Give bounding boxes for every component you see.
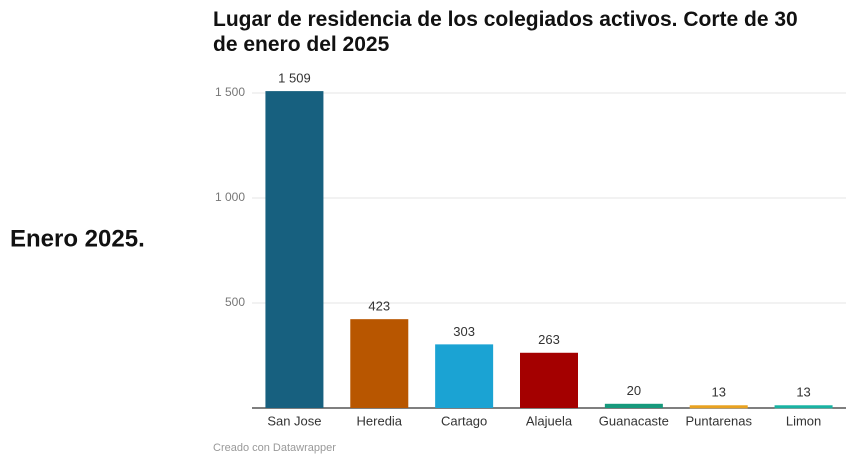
value-label: 13 [711, 385, 725, 400]
bar [435, 344, 494, 408]
x-tick-label: Guanacaste [599, 413, 669, 428]
x-tick-label: Cartago [441, 413, 487, 428]
chart-title: Lugar de residencia de los colegiados ac… [213, 8, 798, 56]
value-label: 303 [453, 324, 475, 339]
bar [689, 405, 748, 409]
x-tick-label: Heredia [357, 413, 403, 428]
value-label: 423 [368, 299, 390, 314]
bar [350, 319, 409, 408]
footer: Creado con Datawrapper [213, 442, 336, 454]
y-tick-label: 1 500 [215, 85, 245, 99]
value-label: 20 [627, 383, 641, 398]
x-tick-label: Limon [786, 413, 821, 428]
x-tick-label: Alajuela [526, 413, 573, 428]
side-label: Enero 2025. [10, 225, 145, 252]
x-tick-label: San Jose [267, 413, 321, 428]
bar [604, 403, 663, 408]
value-label: 13 [796, 385, 810, 400]
y-tick-label: 500 [225, 295, 245, 309]
y-tick-label: 1 000 [215, 190, 245, 204]
bar [520, 352, 578, 408]
x-tick-label: Puntarenas [685, 413, 752, 428]
value-label: 1 509 [278, 71, 311, 86]
bar [265, 91, 324, 409]
bar [774, 405, 833, 409]
value-label: 263 [538, 332, 560, 347]
